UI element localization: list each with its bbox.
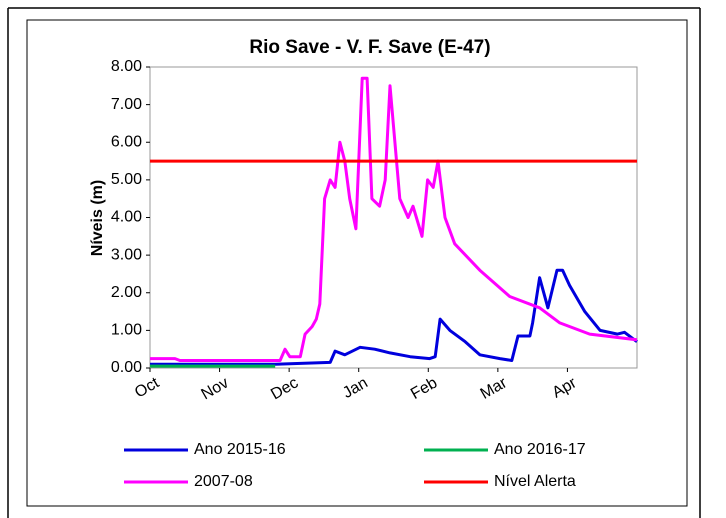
chart-title: Rio Save - V. F. Save (E-47) [249,37,490,58]
y-axis-label: Níveis (m) [89,180,106,256]
y-tick-label: 8.00 [111,58,142,75]
y-tick-label: 0.00 [111,359,142,376]
x-tick-label: Mar [478,374,511,403]
y-tick-label: 2.00 [111,284,142,301]
y-tick-label: 1.00 [111,322,142,339]
series-line [150,268,638,366]
legend-label: Ano 2016-17 [494,441,586,458]
y-tick-label: 3.00 [111,246,142,263]
x-tick-label: Apr [549,374,580,402]
x-tick-label: Feb [408,374,440,403]
y-tick-label: 4.00 [111,209,142,226]
legend-label: Ano 2015-16 [194,441,286,458]
x-tick-label: Dec [268,374,301,403]
legend-label: 2007-08 [194,473,253,490]
x-tick-label: Nov [199,374,232,403]
x-tick-label: Jan [340,374,371,402]
series-line [150,76,638,362]
legend-label: Nível Alerta [494,473,576,490]
y-tick-label: 5.00 [111,171,142,188]
y-tick-label: 6.00 [111,133,142,150]
x-tick-label: Oct [132,374,163,401]
chart-border [26,19,688,507]
y-tick-label: 7.00 [111,96,142,113]
